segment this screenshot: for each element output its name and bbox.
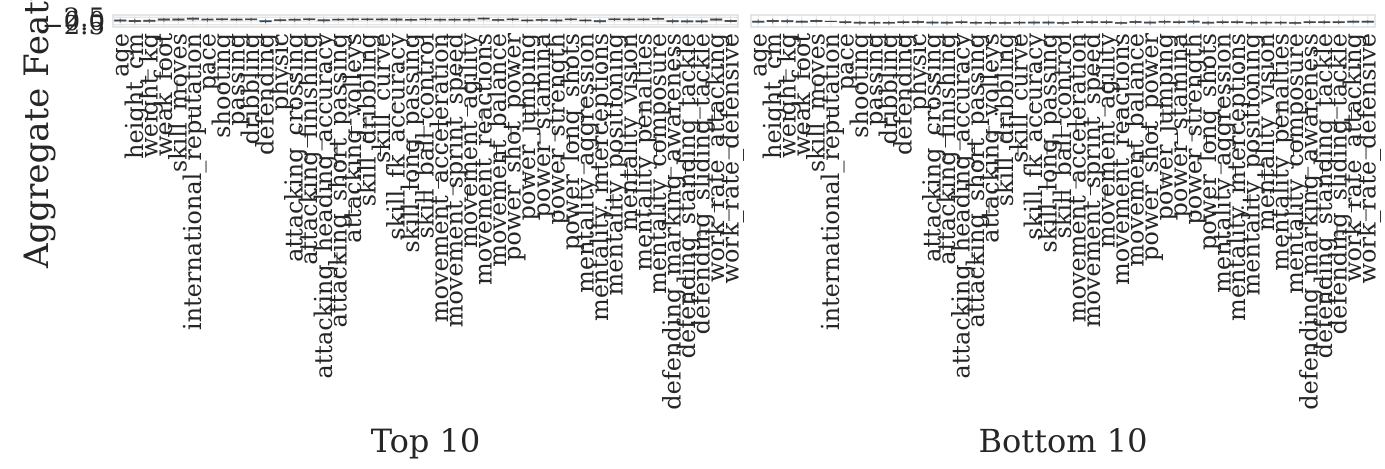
x-tick-label: skill_fk_accuracy	[382, 33, 410, 240]
x-tick-label: shooting	[846, 33, 874, 138]
y-tick-label: −2.5	[42, 11, 105, 41]
x-tick-label: mentality_penalties	[630, 33, 658, 271]
x-tick-label: defending	[889, 33, 917, 155]
x-tick-label: attacking_crossing	[281, 33, 309, 262]
x-tick-label: skill_ball_control	[1049, 33, 1077, 239]
x-tick-label: power_shot_power	[499, 32, 527, 260]
x-tick-label: mentality_aggression	[1209, 33, 1237, 293]
x-tick-label: movement_reactions	[470, 33, 498, 285]
x-tick-label: attacking_finishing	[933, 33, 961, 265]
x-tick-label: attacking_crossing	[918, 33, 946, 262]
x-tick-label: work_rate_defensive	[1354, 33, 1382, 284]
x-tick-label: power_stamina	[1165, 33, 1193, 218]
x-tick-label: defending_standing_tackle	[1310, 33, 1338, 358]
x-tick-label: mentality_composure	[644, 33, 672, 294]
x-tick-label: work_rate_attacking	[1339, 33, 1367, 282]
x-tick-label: movement_reactions	[1107, 33, 1135, 285]
x-tick-label: movement_acceleration	[426, 33, 454, 322]
x-tick-label: power_jumping	[1151, 33, 1179, 221]
x-tick-label: physic	[904, 33, 932, 111]
x-tick-label: power_long_shots	[1194, 33, 1222, 250]
x-tick-label: pace	[193, 33, 221, 90]
x-tick-label: attacking_volleys	[976, 33, 1004, 243]
x-tick-label: power_strength	[542, 33, 570, 225]
x-tick-label: height_cm	[121, 33, 149, 159]
x-tick-label: shooting	[208, 33, 236, 138]
x-tick-label: defending_sliding_tackle	[1325, 33, 1353, 334]
x-tick-label: skill_curve	[368, 33, 396, 163]
x-tick-label: skill_ball_control	[412, 33, 440, 239]
x-tick-label: movement_acceleration	[1064, 33, 1092, 322]
x-tick-label: mentality_interceptions	[1223, 33, 1251, 321]
x-tick-label: movement_agility	[1093, 33, 1121, 248]
x-tick-label: mentality_vision	[1252, 33, 1280, 231]
subplot-title: Top 10	[371, 422, 481, 460]
x-tick-label: passing	[860, 33, 888, 126]
x-tick-label: skill_long_passing	[397, 33, 425, 253]
x-tick-label: skill_long_passing	[1034, 33, 1062, 253]
x-tick-label: power_shot_power	[1136, 32, 1164, 260]
x-tick-label: defending_standing_tackle	[673, 33, 701, 358]
x-tick-label: pace	[831, 33, 859, 90]
y-tick-label: 2.5	[64, 3, 105, 33]
x-tick-label: defending_marking_awareness	[1296, 33, 1324, 410]
x-tick-label: age	[744, 33, 772, 77]
x-tick-label: weight_kg	[135, 33, 163, 158]
x-tick-label: work_rate_attacking	[702, 33, 730, 282]
x-tick-label: skill_moves	[802, 33, 830, 172]
x-tick-label: international_reputation	[179, 33, 207, 330]
x-tick-label: weight_kg	[773, 33, 801, 158]
x-tick-label: power_stamina	[528, 33, 556, 218]
x-tick-label: movement_sprint_speed	[1078, 33, 1106, 327]
x-tick-label: mentality_positioning	[600, 33, 628, 295]
x-tick-label: mentality_composure	[1281, 33, 1309, 294]
x-tick-label: power_strength	[1180, 33, 1208, 225]
x-tick-label: work_rate_defensive	[717, 33, 745, 284]
x-tick-label: attacking_finishing	[295, 33, 323, 265]
x-tick-label: mentality_vision	[615, 33, 643, 231]
x-tick-label: power_long_shots	[557, 33, 585, 250]
x-tick-label: attacking_volleys	[339, 33, 367, 243]
x-tick-label: movement_sprint_speed	[441, 33, 469, 327]
x-tick-label: passing	[223, 33, 251, 126]
x-tick-label: physic	[266, 33, 294, 111]
x-tick-label: mentality_penalties	[1267, 33, 1295, 271]
x-tick-label: attacking_heading_accuracy	[310, 33, 338, 379]
x-tick-label: movement_balance	[484, 33, 512, 267]
x-tick-label: defending_marking_awareness	[659, 33, 687, 410]
x-tick-label: defending_sliding_tackle	[688, 33, 716, 334]
x-tick-label: weak_foot	[150, 33, 178, 156]
x-tick-label: attacking_short_passing	[324, 33, 352, 328]
y-axis-label: Aggregate Feature Value	[17, 0, 57, 269]
x-tick-label: age	[106, 33, 134, 77]
x-tick-label: movement_agility	[455, 33, 483, 248]
x-tick-label: mentality_positioning	[1238, 33, 1266, 295]
x-tick-label: mentality_interceptions	[586, 33, 614, 321]
subplot-title: Bottom 10	[979, 422, 1148, 460]
x-tick-label: skill_moves	[164, 33, 192, 172]
x-tick-label: weak_foot	[788, 33, 816, 156]
x-tick-label: attacking_short_passing	[962, 33, 990, 328]
x-tick-label: defending	[252, 33, 280, 155]
x-tick-label: mentality_aggression	[571, 33, 599, 293]
x-tick-label: skill_dribbling	[991, 33, 1019, 206]
x-tick-label: skill_dribbling	[353, 33, 381, 206]
x-tick-label: height_cm	[759, 33, 787, 159]
x-tick-label: power_jumping	[513, 33, 541, 221]
x-tick-label: skill_curve	[1005, 33, 1033, 163]
x-tick-label: dribbling	[875, 33, 903, 144]
x-tick-label: skill_fk_accuracy	[1020, 33, 1048, 240]
x-tick-label: attacking_heading_accuracy	[947, 33, 975, 379]
y-tick-label: 0.0	[64, 7, 105, 37]
x-tick-label: international_reputation	[817, 33, 845, 330]
x-tick-label: dribbling	[237, 33, 265, 144]
x-tick-label: movement_balance	[1122, 33, 1150, 267]
